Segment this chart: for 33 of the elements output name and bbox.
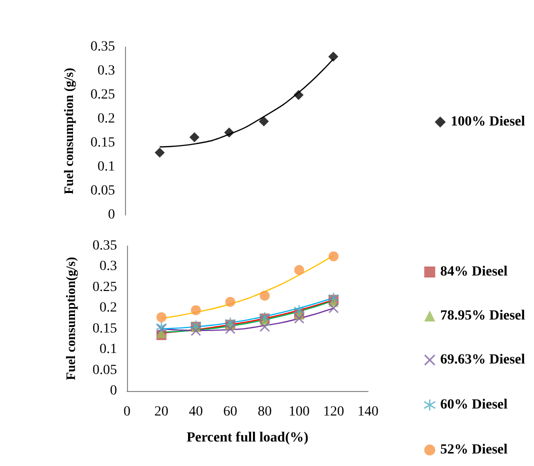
legend-label: 78.95% Diesel (440, 308, 526, 324)
y-tick-label: 0.3 (98, 64, 115, 78)
x-tick-label: 20 (154, 404, 168, 420)
y-tick-label: 0 (110, 384, 117, 398)
y-tick-label: 0.2 (98, 112, 115, 126)
y-tick-label: 0.05 (90, 184, 115, 198)
legend-label: 52% Diesel (440, 442, 508, 458)
legend-label: 84% Diesel (440, 264, 508, 280)
x-axis-title: Percent full load(%) (186, 430, 309, 446)
y-tick-label: 0.15 (90, 136, 115, 150)
x-tick-label: 0 (124, 404, 130, 420)
x-tick-label: 120 (323, 404, 344, 420)
y-tick-label: 0.1 (98, 160, 115, 174)
x-tick-label: 40 (188, 404, 203, 420)
x-tick-label: 140 (358, 404, 378, 420)
y-tick-label: 0.3 (100, 259, 117, 274)
y-tick-label: 0.25 (90, 88, 115, 102)
y-tick-label: 0.1 (100, 342, 117, 358)
x-tick-label: 100 (288, 404, 310, 420)
y-tick-label: 0.05 (92, 362, 117, 378)
y-tick-label: 0.2 (100, 300, 117, 316)
y-tick-label: 0.35 (92, 238, 117, 254)
legend-label: 69.63% Diesel (440, 352, 526, 368)
y-axis-title: Fuel consumption (g/s) (61, 68, 76, 194)
x-tick-label: 80 (258, 404, 272, 420)
legend-label: 100% Diesel (450, 114, 526, 130)
legend-label: 60% Diesel (440, 398, 508, 412)
x-tick-label: 60 (223, 404, 238, 420)
y-axis-title: Fuel consumption(g/s) (63, 256, 78, 380)
y-tick-label: 0.25 (92, 280, 117, 295)
y-tick-label: 0 (108, 208, 115, 222)
y-tick-label: 0.35 (90, 40, 115, 54)
y-tick-label: 0.15 (92, 321, 117, 336)
